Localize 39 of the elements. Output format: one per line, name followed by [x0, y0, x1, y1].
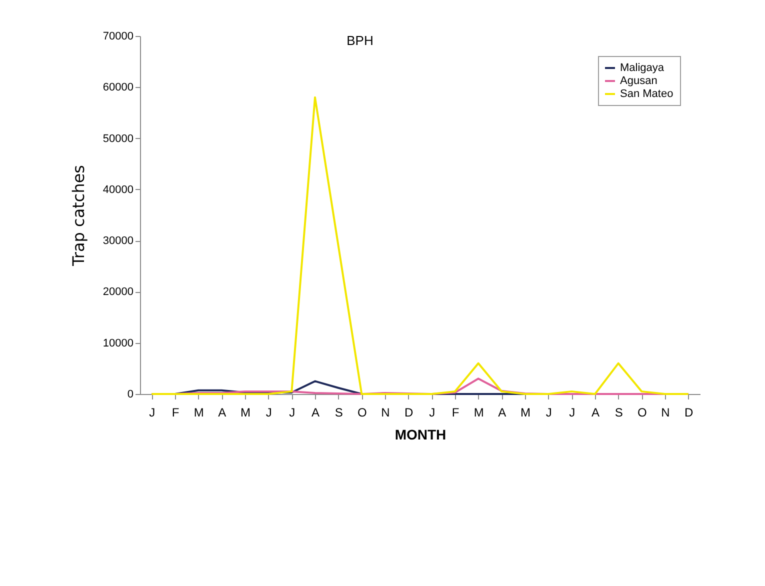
x-tick-label: M — [194, 406, 204, 420]
x-tick-label: M — [520, 406, 530, 420]
x-axis-title: MONTH — [394, 426, 446, 442]
x-tick-label: M — [240, 406, 250, 420]
y-tick-label: 0 — [127, 388, 134, 400]
x-tick-label: J — [569, 406, 576, 420]
x-tick-label: S — [334, 406, 343, 420]
x-tick-label: A — [498, 406, 506, 420]
x-tick-label: J — [266, 406, 272, 420]
x-tick-label: D — [684, 406, 694, 420]
x-tick-label: J — [289, 406, 296, 420]
y-tick-label: 10000 — [102, 337, 134, 350]
y-axis-title: Trap catches — [68, 164, 88, 268]
y-tick-label: 70000 — [102, 30, 134, 42]
x-tick-label: A — [591, 406, 600, 420]
x-tick-label: J — [149, 406, 156, 420]
x-tick-label: D — [404, 406, 414, 420]
y-tick-label: 60000 — [102, 82, 134, 94]
x-tick-label: F — [452, 406, 460, 420]
y-tick-label: 50000 — [102, 132, 134, 145]
line-series — [150, 96, 690, 395]
x-tick-label: O — [357, 406, 367, 420]
x-tick-label: O — [637, 406, 647, 420]
x-tick-label: J — [546, 406, 552, 420]
y-tick-label: 40000 — [102, 184, 134, 196]
x-tick-label: N — [381, 406, 390, 420]
legend-label: San Mateo — [620, 88, 674, 100]
x-tick-label: F — [172, 406, 180, 420]
x-tick-label: A — [218, 406, 226, 420]
y-tick-label: 30000 — [102, 235, 134, 248]
x-tick-label: J — [429, 406, 436, 420]
legend-label: Agusan — [620, 75, 658, 87]
x-tick-label: N — [661, 406, 670, 420]
x-tick-label: A — [311, 406, 320, 420]
y-tick-label: 20000 — [102, 286, 134, 298]
chart-title: BPH — [346, 33, 374, 48]
legend-label: Maligaya — [620, 62, 665, 74]
x-tick-label: S — [614, 406, 623, 420]
x-tick-label: M — [474, 406, 484, 420]
